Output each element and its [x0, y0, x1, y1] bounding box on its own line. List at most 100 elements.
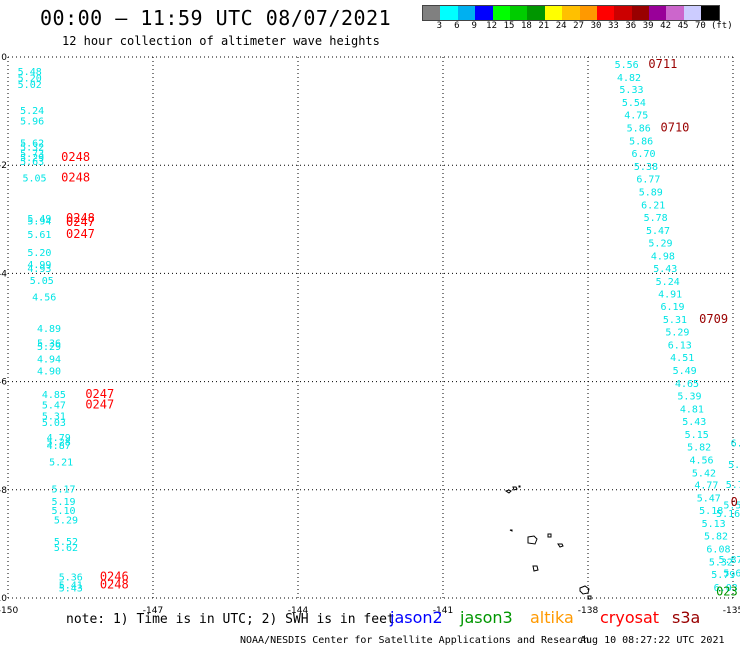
- colorbar-tick-label: 27: [573, 21, 585, 31]
- satellite-legend-cryosat: cryosat: [600, 608, 660, 627]
- island-outline: [547, 533, 552, 538]
- wave-height-label: 5.86: [627, 124, 651, 135]
- wave-height-label: 4.82: [617, 73, 641, 84]
- wave-height-label: 4.65: [675, 379, 699, 390]
- wave-height-label: 4.93: [27, 264, 51, 275]
- wave-height-label: 5.43: [653, 264, 677, 275]
- pass-time-label: 023: [716, 584, 738, 598]
- map-grid: [7, 56, 734, 599]
- longitude-tick-label: -147: [143, 606, 163, 616]
- wave-height-label: 4.75: [624, 111, 648, 122]
- wave-height-label: 5.78: [644, 213, 668, 224]
- pass-time-label: 0711: [648, 57, 677, 71]
- wave-height-label: 5.43: [59, 584, 83, 595]
- wave-height-label: 5.03: [42, 418, 66, 429]
- wave-height-label: 5.13: [702, 519, 726, 530]
- wave-height-label: 5.20: [27, 248, 51, 259]
- wave-height-label: 6.13: [668, 341, 692, 352]
- wave-height-label: 5.32: [709, 558, 733, 569]
- wave-height-label: 4.99: [27, 260, 51, 271]
- island-outline: [579, 585, 590, 595]
- latitude-tick-label: -8: [0, 486, 7, 496]
- wave-height-label: 5.17: [52, 485, 76, 496]
- longitude-tick-label: -144: [288, 606, 309, 616]
- wave-height-label: 5.79: [711, 570, 735, 581]
- wave-height-label: 5.98: [728, 460, 740, 471]
- axis-labels: -150 -147 -144 -141 -138 -135 0 -2 -4 -6 -8 -10: [0, 53, 740, 616]
- wave-height-label: 5.94: [27, 217, 51, 228]
- longitude-tick-label: -141: [433, 606, 453, 616]
- wave-height-label: 5.82: [687, 442, 711, 453]
- wave-height-label: 4.81: [680, 404, 704, 415]
- wave-height-label: 5.43: [682, 417, 706, 428]
- wave-height-label: 5.78: [726, 480, 740, 491]
- colorbar-tick-label: 42: [660, 21, 672, 31]
- wave-height-label: 5.15: [685, 430, 709, 441]
- wave-height-label: 5.20: [18, 73, 42, 84]
- wave-height-label: 4.85: [42, 390, 66, 401]
- wave-height-label: 4.79: [47, 433, 71, 444]
- wave-height-label: 5.24: [656, 277, 680, 288]
- wave-height-label: 5.47: [42, 401, 66, 412]
- island-outline: [509, 529, 513, 532]
- colorbar-unit-label: (ft): [710, 21, 733, 31]
- colorbar-tick-label: 9: [471, 21, 477, 31]
- wave-height-label: 5.48: [18, 67, 42, 78]
- wave-height-label: 5.87: [719, 555, 740, 566]
- wave-height-label: 6.19: [661, 302, 685, 313]
- wave-height-label: 5.31: [42, 411, 66, 422]
- wave-height-label: 5.32: [20, 143, 44, 154]
- wave-height-label: 5.24: [20, 106, 44, 117]
- satellite-legend-jason2: jason2: [390, 608, 443, 627]
- colorbar-tick-label: 6: [454, 21, 460, 31]
- wave-height-label: 5.36: [59, 573, 83, 584]
- colorbar-swatch: [614, 6, 632, 20]
- footer-note: note: 1) Time is in UTC; 2) SWH is in fe…: [66, 612, 395, 627]
- wave-height-label: 5.96: [20, 117, 44, 128]
- wave-height-label: 6.84: [731, 439, 740, 450]
- latitude-tick-label: -4: [0, 269, 7, 279]
- wave-height-label: 5.86: [629, 137, 653, 148]
- colorbar-swatch: [544, 6, 563, 20]
- wave-height-label: 4.98: [651, 251, 675, 262]
- latitude-tick-label: -10: [0, 594, 7, 604]
- wave-height-label: 5.61: [27, 230, 51, 241]
- pass-time-label: 0248: [61, 150, 90, 164]
- colorbar-tick-label: 70: [694, 21, 706, 31]
- island-outline: [512, 486, 518, 491]
- track-labels: 5.485.205.025.245.965.625.325.735.295.63…: [18, 57, 740, 598]
- wave-height-label: 4.56: [32, 292, 56, 303]
- wave-height-label: 4.87: [47, 441, 71, 452]
- colorbar-tick-label: 3: [436, 21, 443, 31]
- pass-time-label: 0247: [66, 227, 95, 241]
- island-outline: [587, 595, 592, 600]
- colorbar-swatch: [683, 6, 702, 20]
- wave-height-label: 5.38: [634, 162, 658, 173]
- page-title: 00:00 – 11:59 UTC 08/07/2021: [40, 6, 392, 30]
- colorbar-tick-label: 12: [486, 21, 498, 31]
- colorbar-swatch: [649, 6, 667, 20]
- wave-height-label: 5.64: [723, 568, 740, 579]
- credit-text: NOAA/NESDIS Center for Satellite Applica…: [240, 635, 590, 646]
- wave-height-label: 5.33: [619, 85, 643, 96]
- pass-time-label: 0710: [661, 121, 690, 135]
- wave-height-label: 5.29: [54, 515, 78, 526]
- wave-height-label: 5.63: [20, 157, 44, 168]
- wave-height-label: 5.19: [52, 497, 76, 508]
- longitude-tick-label: -150: [0, 606, 18, 616]
- wave-height-label: 5.29: [648, 238, 672, 249]
- wave-height-label: 5.41: [59, 580, 83, 591]
- colorbar-swatch: [492, 6, 510, 20]
- wave-height-label: 5.16: [716, 509, 740, 520]
- wave-height-label: 5.39: [677, 391, 701, 402]
- colorbar-tick-label: 24: [555, 21, 567, 31]
- wave-height-label: 4.51: [670, 353, 694, 364]
- colorbar-swatch: [596, 6, 615, 20]
- wave-height-label: 5.82: [704, 532, 728, 543]
- wave-height-label: 5.47: [697, 494, 721, 505]
- wave-height-label: 5.54: [622, 98, 646, 109]
- wave-height-label: 5.52: [54, 537, 78, 548]
- wave-height-label: 5.28: [47, 437, 71, 448]
- longitude-tick-label: -138: [578, 606, 599, 616]
- page-subtitle: 12 hour collection of altimeter wave hei…: [62, 34, 380, 48]
